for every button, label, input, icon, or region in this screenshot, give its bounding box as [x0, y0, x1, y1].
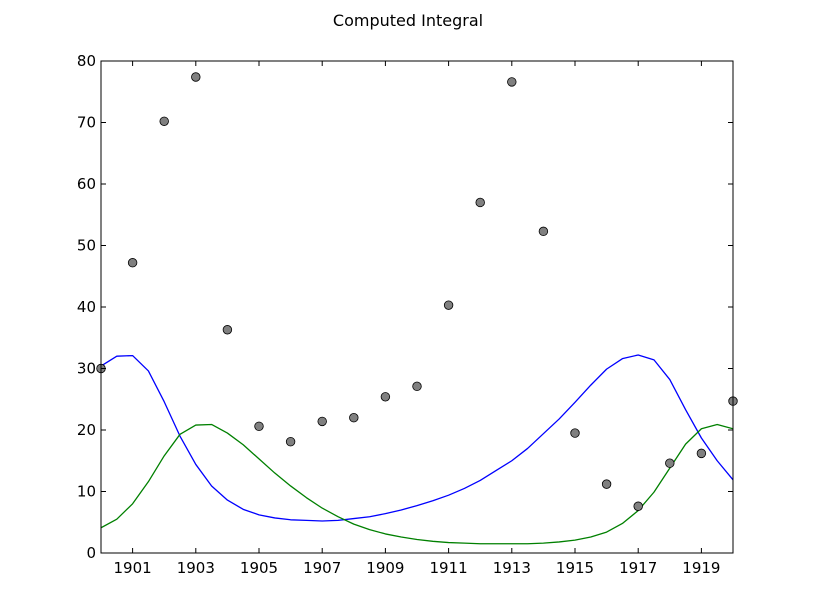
x-tick-label: 1913 — [493, 559, 531, 577]
x-tick-label: 1903 — [177, 559, 215, 577]
y-tick-label: 60 — [77, 175, 96, 193]
series-line-1 — [101, 354, 733, 522]
data-point — [317, 416, 327, 427]
data-point — [696, 448, 707, 459]
x-tick-label: 1911 — [430, 559, 468, 577]
data-point — [222, 325, 233, 335]
y-tick-label: 80 — [77, 52, 96, 70]
data-point — [285, 436, 296, 447]
x-tick-label: 1909 — [366, 559, 404, 577]
x-tick-label: 1917 — [619, 559, 657, 577]
data-point — [159, 116, 169, 126]
y-tick-label: 10 — [77, 483, 96, 501]
data-point — [254, 421, 264, 432]
x-tick-label: 1919 — [682, 559, 720, 577]
y-tick-label: 30 — [77, 360, 96, 378]
data-point — [380, 392, 391, 402]
data-point — [127, 258, 138, 268]
data-point — [633, 501, 643, 511]
x-tick-label: 1901 — [114, 559, 152, 577]
y-tick-label: 50 — [77, 237, 96, 255]
data-point — [349, 413, 359, 423]
data-point — [412, 381, 422, 392]
data-point — [538, 226, 549, 237]
chart-title: Computed Integral — [333, 11, 483, 30]
y-tick-label: 40 — [77, 298, 96, 316]
series-line-2 — [101, 423, 733, 545]
data-point — [507, 77, 517, 87]
data-point — [570, 428, 580, 438]
x-tick-label: 1907 — [303, 559, 341, 577]
x-tick-label: 1905 — [240, 559, 278, 577]
y-tick-label: 20 — [77, 421, 96, 439]
data-point — [601, 479, 612, 489]
data-point — [191, 72, 201, 82]
plot-frame — [100, 60, 734, 554]
y-tick-label: 0 — [86, 544, 96, 562]
x-tick-label: 1915 — [556, 559, 594, 577]
data-point — [665, 458, 675, 468]
y-tick-label: 70 — [77, 114, 96, 132]
data-point — [475, 197, 485, 208]
data-point — [443, 300, 454, 310]
